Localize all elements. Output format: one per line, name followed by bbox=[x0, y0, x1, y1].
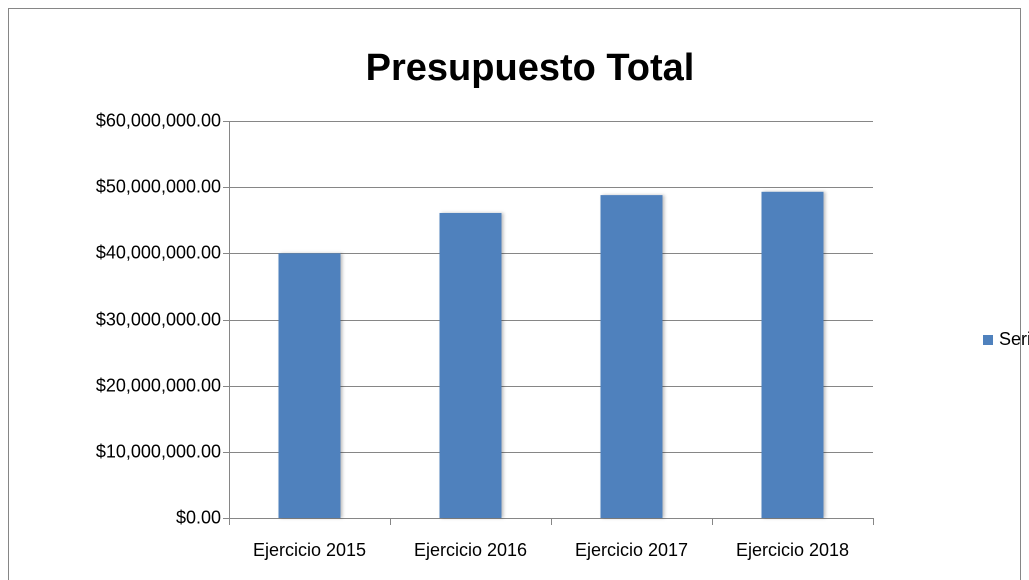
y-tick-label: $20,000,000.00 bbox=[96, 375, 221, 395]
chart-border bbox=[8, 8, 1021, 580]
y-tick-label: $40,000,000.00 bbox=[96, 242, 221, 262]
x-tick-label: Ejercicio 2017 bbox=[575, 540, 688, 560]
x-tick-label: Ejercicio 2018 bbox=[736, 540, 849, 560]
y-tick-label: $50,000,000.00 bbox=[96, 176, 221, 196]
y-tick-label: $60,000,000.00 bbox=[96, 110, 221, 130]
bar bbox=[278, 253, 341, 519]
y-tick-label: $0.00 bbox=[176, 507, 221, 527]
y-tick-label: $30,000,000.00 bbox=[96, 309, 221, 329]
x-tick-label: Ejercicio 2015 bbox=[253, 540, 366, 560]
chart-title: Presupuesto Total bbox=[366, 47, 695, 89]
bar bbox=[600, 195, 663, 518]
legend-swatch bbox=[983, 335, 993, 345]
bar bbox=[439, 212, 502, 518]
x-tick-label: Ejercicio 2016 bbox=[414, 540, 527, 560]
bar bbox=[761, 191, 824, 518]
y-tick-label: $10,000,000.00 bbox=[96, 441, 221, 461]
legend-label: Series1 bbox=[999, 329, 1029, 349]
